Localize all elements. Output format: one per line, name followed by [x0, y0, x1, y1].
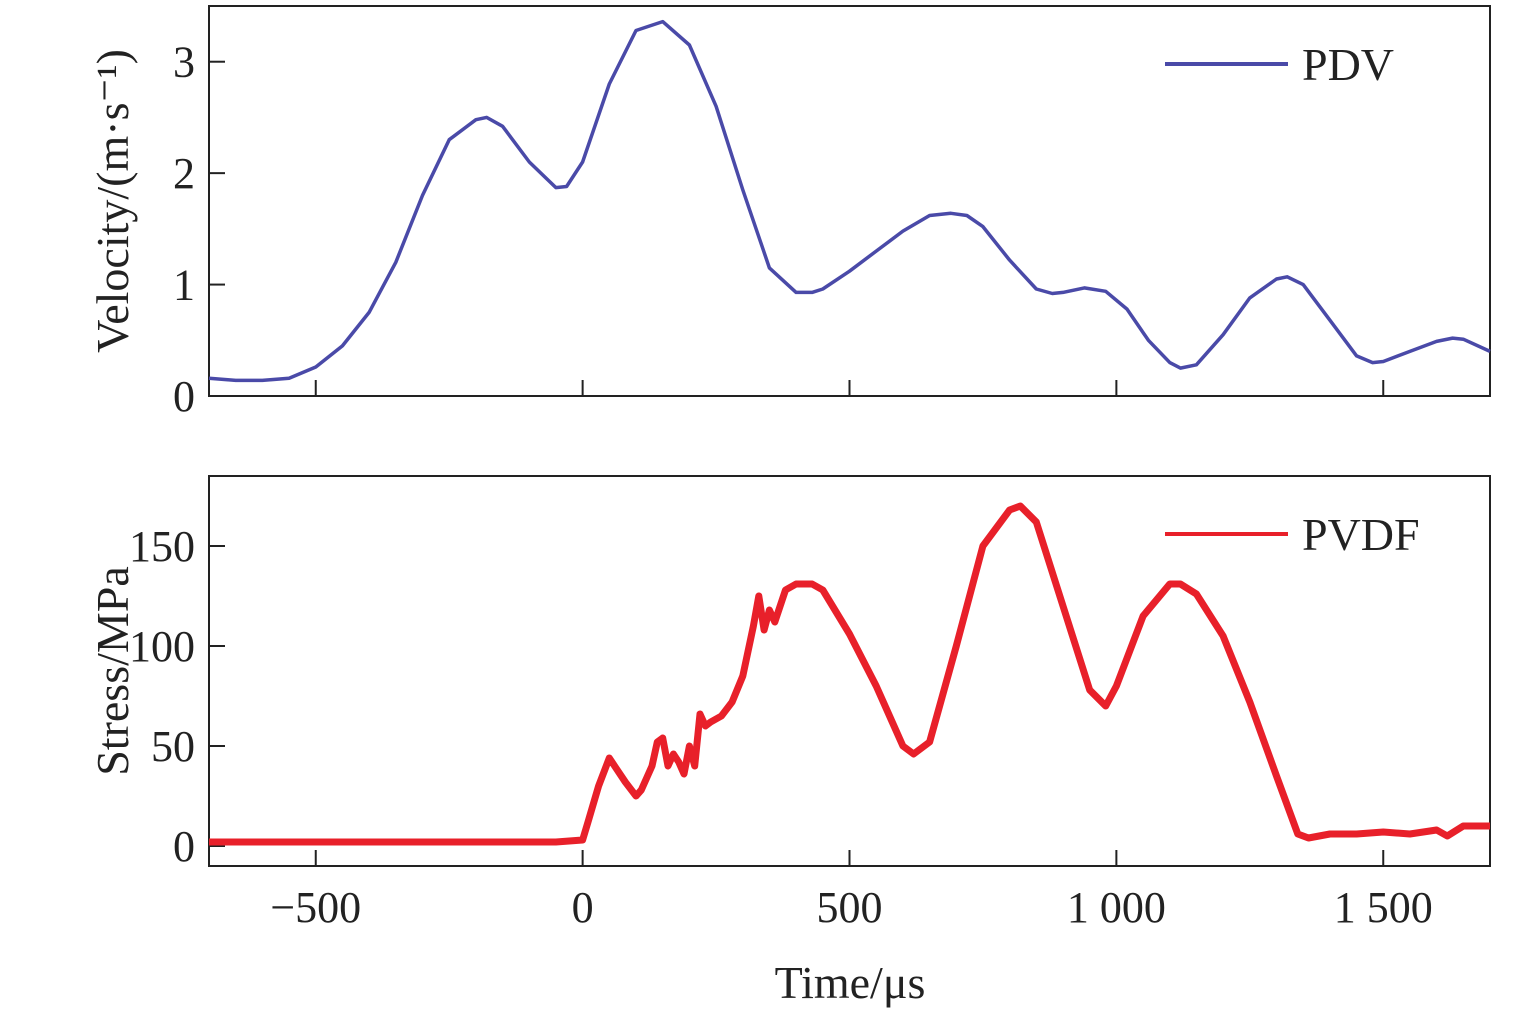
pdv-legend: PDV: [1165, 39, 1394, 90]
stress-panel: −500 0 500 1 000 1 500 0 50 100 150 Stress/MPa T…: [87, 475, 1491, 1008]
pdv-legend-label: PDV: [1302, 39, 1394, 90]
y-tick-label: 2: [173, 149, 195, 198]
stress-y-axis-label: Stress/MPa: [87, 566, 138, 776]
velocity-ticks: 0 1 2 3: [173, 38, 1385, 421]
stress-plot-frame: [208, 475, 1491, 867]
y-tick-label: 1: [173, 261, 195, 310]
velocity-panel: 0 1 2 3 Velocity/(m·s⁻¹) PDV: [87, 5, 1491, 421]
pvdf-legend: PVDF: [1165, 509, 1420, 560]
x-tick-label: 1 500: [1334, 883, 1433, 932]
y-tick-label: 0: [173, 822, 195, 871]
x-tick-label: 1 000: [1067, 883, 1166, 932]
pdv-series-line: [208, 19, 1491, 383]
velocity-plot-frame: [208, 5, 1491, 397]
pvdf-legend-label: PVDF: [1302, 509, 1420, 560]
stress-ticks: −500 0 500 1 000 1 500 0 50 100 150: [129, 522, 1433, 932]
x-tick-label: −500: [270, 883, 361, 932]
x-tick-label: 500: [817, 883, 883, 932]
y-tick-label: 50: [151, 722, 195, 771]
velocity-y-axis-label: Velocity/(m·s⁻¹): [87, 49, 138, 353]
y-tick-label: 150: [129, 522, 195, 571]
y-tick-label: 100: [129, 622, 195, 671]
y-tick-label: 3: [173, 38, 195, 87]
y-tick-label: 0: [173, 372, 195, 421]
pvdf-series-line: [209, 502, 1490, 846]
x-tick-label: 0: [572, 883, 594, 932]
time-x-axis-label: Time/μs: [775, 957, 926, 1008]
